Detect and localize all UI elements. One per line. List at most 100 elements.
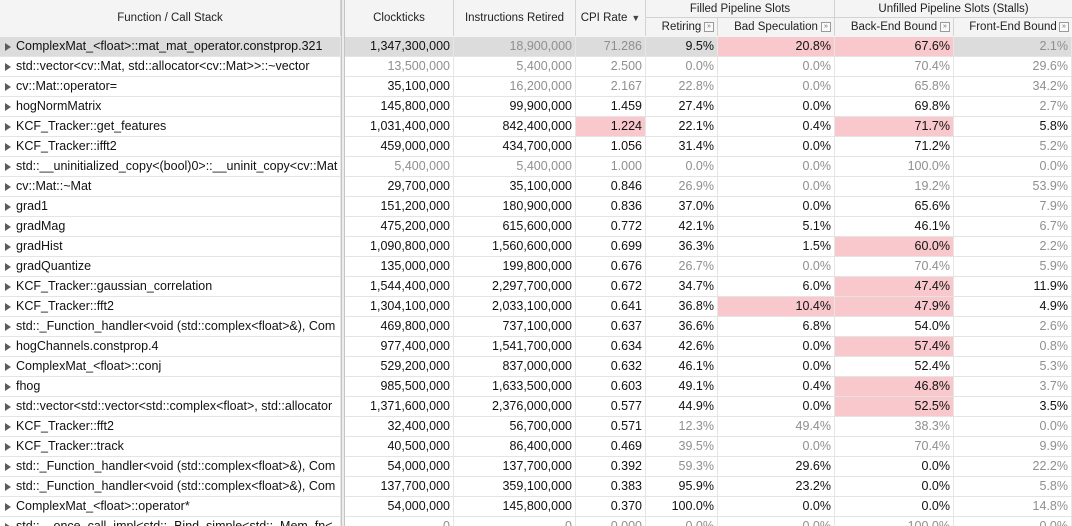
expand-arrow-icon[interactable] [5,343,11,351]
expand-arrow-icon[interactable] [5,423,11,431]
retiring-cell: 22.1% [646,117,718,136]
table-row[interactable]: std::__uninitialized_copy<(bool)0>::__un… [0,157,1072,177]
table-row[interactable]: KCF_Tracker::ifft2 459,000,000 434,700,000… [0,137,1072,157]
function-name-label: std::vector<cv::Mat, std::allocator<cv::… [16,59,310,73]
instructions-retired-cell: 16,200,000 [454,77,576,96]
table-row[interactable]: cv::Mat::~Mat 29,700,000 35,100,000 0.846 26… [0,177,1072,197]
table-row[interactable]: std::_Function_handler<void (std::comple… [0,317,1072,337]
function-name-label: KCF_Tracker::ifft2 [16,139,117,153]
instructions-retired-cell: 1,633,500,000 [454,377,576,396]
table-row[interactable]: std::_Function_handler<void (std::comple… [0,457,1072,477]
retiring-cell: 42.6% [646,337,718,356]
col-bad-speculation-header[interactable]: Bad Speculation» [718,18,835,36]
expand-arrow-icon[interactable] [5,183,11,191]
expand-arrow-icon[interactable] [5,403,11,411]
clockticks-cell: 13,500,000 [345,57,454,76]
retiring-cell: 9.5% [646,37,718,56]
expand-arrow-icon[interactable] [5,323,11,331]
table-row[interactable]: KCF_Tracker::fft2 32,400,000 56,700,000 0.5… [0,417,1072,437]
function-name-cell: gradMag [0,217,341,236]
bad-speculation-cell: 20.8% [718,37,835,56]
bad-speculation-cell: 0.4% [718,377,835,396]
column-pin-icon[interactable]: » [704,22,714,32]
clockticks-cell: 469,800,000 [345,317,454,336]
col-frontend-label: Front-End Bound [969,21,1057,33]
retiring-cell: 31.4% [646,137,718,156]
table-row[interactable]: ComplexMat_<float>::conj 529,200,000 837,0… [0,357,1072,377]
col-cpi-header[interactable]: CPI Rate ▼ [576,0,646,36]
backend-bound-cell: 54.0% [835,317,954,336]
function-name-label: KCF_Tracker::track [16,439,124,453]
table-row[interactable]: cv::Mat::operator= 35,100,000 16,200,000 2.… [0,77,1072,97]
expand-arrow-icon[interactable] [5,383,11,391]
backend-bound-cell: 52.5% [835,397,954,416]
expand-arrow-icon[interactable] [5,503,11,511]
col-function-header[interactable]: Function / Call Stack [0,0,341,36]
column-splitter[interactable] [341,0,345,526]
function-name-cell: std::__once_call_impl<std::_Bind_simple<… [0,517,341,526]
function-name-cell: ComplexMat_<float>::operator* [0,497,341,516]
table-row[interactable]: KCF_Tracker::fft2 1,304,100,000 2,033,100,… [0,297,1072,317]
table-row[interactable]: std::__once_call_impl<std::_Bind_simple<… [0,517,1072,526]
bad-speculation-cell: 0.0% [718,257,835,276]
expand-arrow-icon[interactable] [5,483,11,491]
backend-bound-cell: 100.0% [835,157,954,176]
column-pin-icon[interactable]: » [821,22,831,32]
expand-arrow-icon[interactable] [5,43,11,51]
expand-arrow-icon[interactable] [5,243,11,251]
expand-arrow-icon[interactable] [5,203,11,211]
table-row[interactable]: KCF_Tracker::gaussian_correlation 1,544,4… [0,277,1072,297]
table-row[interactable]: KCF_Tracker::get_features 1,031,400,000 84… [0,117,1072,137]
expand-arrow-icon[interactable] [5,103,11,111]
cpi-rate-cell: 2.167 [576,77,646,96]
expand-arrow-icon[interactable] [5,83,11,91]
backend-bound-cell: 0.0% [835,497,954,516]
table-row[interactable]: std::vector<std::vector<std::complex<flo… [0,397,1072,417]
col-clockticks-header[interactable]: Clockticks [345,0,454,36]
table-row[interactable]: std::_Function_handler<void (std::comple… [0,477,1072,497]
table-row[interactable]: ComplexMat_<float>::mat_mat_operator.con… [0,37,1072,57]
col-instructions-header[interactable]: Instructions Retired [454,0,576,36]
expand-arrow-icon[interactable] [5,363,11,371]
table-row[interactable]: hogChannels.constprop.4 977,400,000 1,541,… [0,337,1072,357]
table-row[interactable]: std::vector<cv::Mat, std::allocator<cv::… [0,57,1072,77]
column-pin-icon[interactable]: » [940,22,950,32]
expand-arrow-icon[interactable] [5,143,11,151]
backend-bound-cell: 47.9% [835,297,954,316]
function-name-label: KCF_Tracker::fft2 [16,299,114,313]
expand-arrow-icon[interactable] [5,163,11,171]
table-row[interactable]: hogNormMatrix 145,800,000 99,900,000 1.459 2… [0,97,1072,117]
backend-bound-cell: 46.8% [835,377,954,396]
table-row[interactable]: fhog 985,500,000 1,633,500,000 0.603 49.1% 0.… [0,377,1072,397]
frontend-bound-cell: 2.2% [954,237,1072,256]
function-name-label: std::_Function_handler<void (std::comple… [16,459,336,473]
column-pin-icon[interactable]: » [1059,22,1069,32]
function-name-cell: std::_Function_handler<void (std::comple… [0,457,341,476]
col-frontend-header[interactable]: Front-End Bound» [954,18,1072,36]
backend-bound-cell: 67.6% [835,37,954,56]
bad-speculation-cell: 0.0% [718,137,835,156]
col-backend-header[interactable]: Back-End Bound» [835,18,954,36]
expand-arrow-icon[interactable] [5,63,11,71]
expand-arrow-icon[interactable] [5,443,11,451]
table-row[interactable]: gradHist 1,090,800,000 1,560,600,000 0.699 3… [0,237,1072,257]
expand-arrow-icon[interactable] [5,463,11,471]
table-row[interactable]: ComplexMat_<float>::operator* 54,000,000 1… [0,497,1072,517]
bad-speculation-cell: 0.0% [718,397,835,416]
expand-arrow-icon[interactable] [5,263,11,271]
expand-arrow-icon[interactable] [5,523,11,526]
table-row[interactable]: gradQuantize 135,000,000 199,800,000 0.676 2… [0,257,1072,277]
expand-arrow-icon[interactable] [5,123,11,131]
backend-bound-cell: 71.2% [835,137,954,156]
function-name-cell: KCF_Tracker::get_features [0,117,341,136]
table-row[interactable]: gradMag 475,200,000 615,600,000 0.772 42.1% 5… [0,217,1072,237]
table-row[interactable]: KCF_Tracker::track 40,500,000 86,400,000 0.… [0,437,1072,457]
col-retiring-header[interactable]: Retiring» [646,18,718,36]
function-name-label: ComplexMat_<float>::operator* [16,499,190,513]
expand-arrow-icon[interactable] [5,283,11,291]
instructions-retired-cell: 145,800,000 [454,497,576,516]
expand-arrow-icon[interactable] [5,303,11,311]
cpi-rate-cell: 0.577 [576,397,646,416]
table-row[interactable]: grad1 151,200,000 180,900,000 0.836 37.0% 0.0… [0,197,1072,217]
expand-arrow-icon[interactable] [5,223,11,231]
